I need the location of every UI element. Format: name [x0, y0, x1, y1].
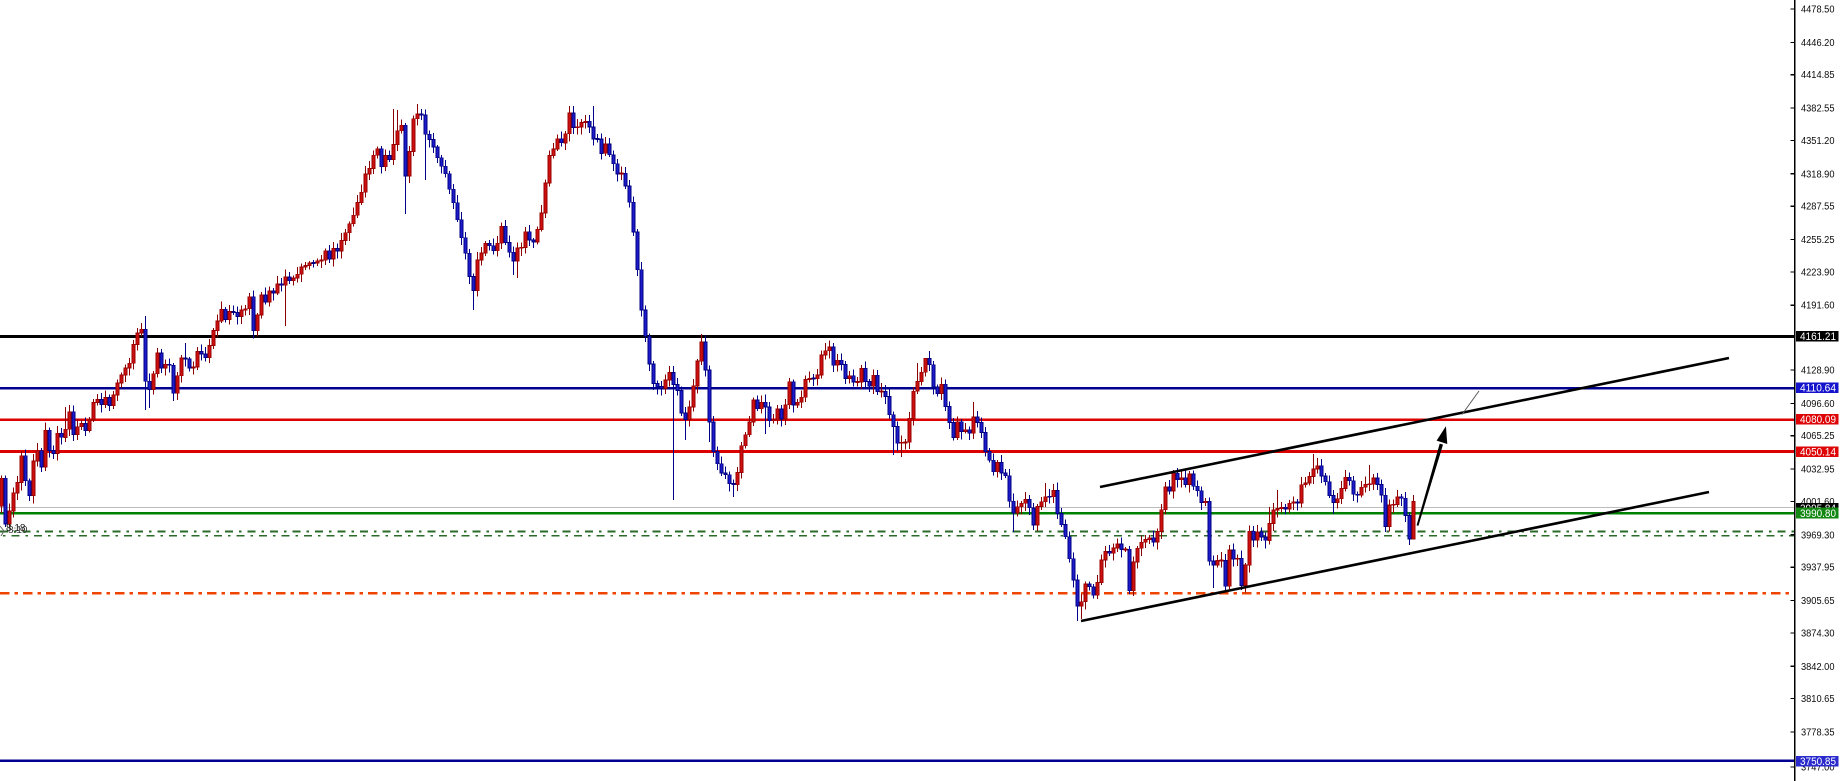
svg-text:8.18: 8.18 — [6, 523, 26, 534]
svg-text:3990.80: 3990.80 — [1800, 508, 1836, 520]
svg-text:4478.50: 4478.50 — [1801, 5, 1835, 16]
svg-text:3747.00: 3747.00 — [1801, 763, 1835, 774]
svg-text:4318.90: 4318.90 — [1801, 169, 1835, 180]
svg-text:4287.55: 4287.55 — [1801, 202, 1835, 213]
svg-text:4223.90: 4223.90 — [1801, 267, 1835, 278]
svg-text:4446.20: 4446.20 — [1801, 38, 1835, 49]
svg-text:4255.25: 4255.25 — [1801, 235, 1835, 246]
svg-text:4065.25: 4065.25 — [1801, 431, 1835, 442]
svg-text:4161.21: 4161.21 — [1800, 331, 1836, 343]
svg-text:3750.85: 3750.85 — [1800, 756, 1836, 768]
svg-text:4050.14: 4050.14 — [1800, 446, 1836, 458]
svg-text:4032.95: 4032.95 — [1801, 465, 1835, 476]
svg-text:4001.60: 4001.60 — [1801, 497, 1835, 508]
svg-text:3905.65: 3905.65 — [1801, 596, 1835, 607]
svg-text:4382.55: 4382.55 — [1801, 104, 1835, 115]
svg-text:3778.35: 3778.35 — [1801, 728, 1835, 739]
svg-text:4191.60: 4191.60 — [1801, 301, 1835, 312]
svg-text:3937.95: 3937.95 — [1801, 563, 1835, 574]
svg-text:8:10: 8:10 — [8, 525, 28, 536]
svg-text:3842.00: 3842.00 — [1801, 662, 1835, 673]
svg-text:4080.09: 4080.09 — [1800, 414, 1836, 426]
svg-text:3810.65: 3810.65 — [1801, 694, 1835, 705]
svg-text:3969.30: 3969.30 — [1801, 530, 1835, 541]
svg-text:4414.85: 4414.85 — [1801, 70, 1835, 81]
svg-text:4351.20: 4351.20 — [1801, 136, 1835, 147]
svg-text:3874.30: 3874.30 — [1801, 628, 1835, 639]
svg-text:4110.64: 4110.64 — [1800, 383, 1836, 395]
svg-text:4096.60: 4096.60 — [1801, 399, 1835, 410]
svg-text:4128.90: 4128.90 — [1801, 366, 1835, 377]
